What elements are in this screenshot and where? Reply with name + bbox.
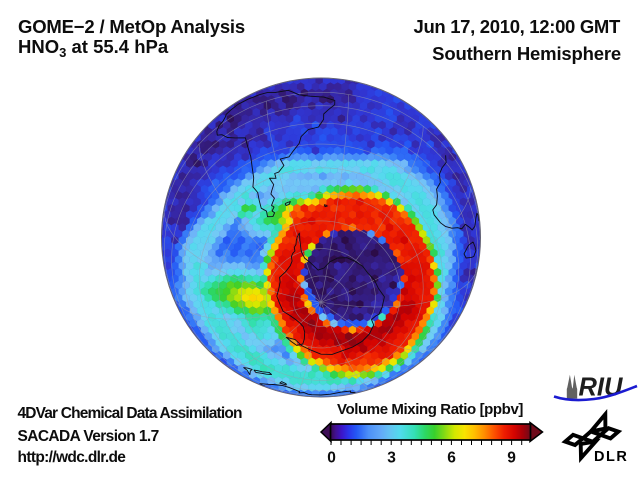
svg-text:6: 6 (447, 450, 456, 467)
svg-text:3: 3 (387, 450, 396, 467)
svg-text:0: 0 (327, 450, 336, 467)
svg-text:DLR: DLR (594, 449, 628, 465)
svg-text:9: 9 (507, 450, 516, 467)
